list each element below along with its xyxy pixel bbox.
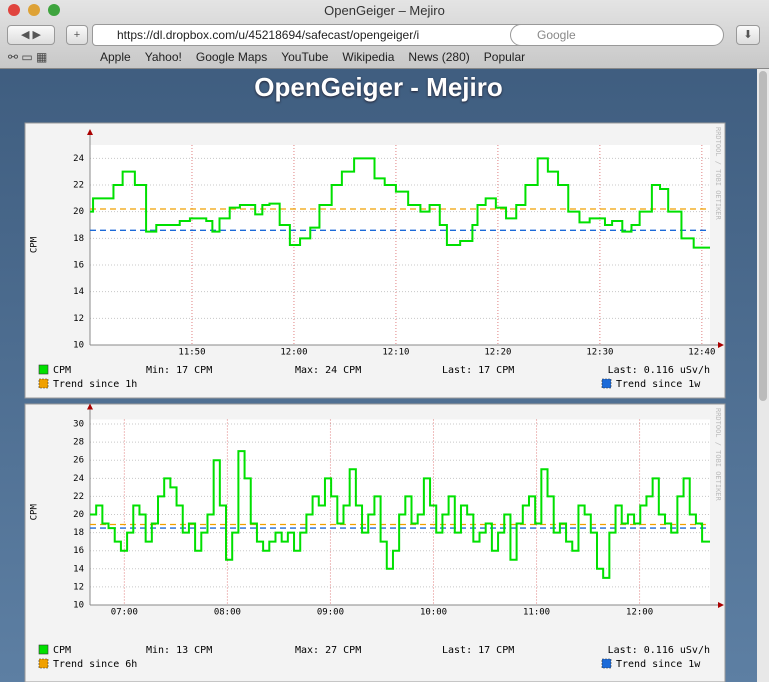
legend-swatch	[601, 658, 612, 669]
stat-min: Min: 17 CPM	[146, 365, 212, 376]
y-tick-label: 10	[73, 341, 84, 351]
stat-max: Max: 27 CPM	[295, 645, 361, 656]
y-tick-label: 22	[73, 181, 84, 191]
downloads[interactable]: ⬇	[736, 25, 760, 45]
axis-arrow	[718, 342, 724, 348]
bookmark[interactable]: YouTube	[281, 50, 329, 64]
close-button[interactable]	[8, 4, 20, 16]
legend-swatch	[601, 378, 612, 389]
y-tick-label: 28	[73, 438, 84, 448]
bookmark[interactable]: News (280)	[408, 50, 470, 64]
data-line	[90, 450, 710, 579]
x-tick-label: 11:00	[523, 608, 550, 618]
data-line	[90, 157, 710, 249]
y-tick-label: 24	[73, 154, 84, 164]
y-tick-label: 18	[73, 234, 84, 244]
x-tick-label: 12:10	[382, 348, 409, 358]
page-heading: OpenGeiger - Mejiro	[254, 72, 503, 102]
y-tick-label: 20	[73, 510, 84, 520]
scrollbar[interactable]	[757, 69, 769, 682]
y-tick-label: 16	[73, 261, 84, 271]
x-tick-label: 12:00	[626, 608, 653, 618]
y-tick-label: 22	[73, 492, 84, 502]
bookmark[interactable]: Popular	[483, 50, 526, 64]
x-tick-label: 07:00	[111, 608, 138, 618]
x-tick-label: 10:00	[420, 608, 447, 618]
legend-label: Trend since 1w	[616, 659, 701, 670]
x-tick-label: 11:50	[178, 348, 205, 358]
back-forward[interactable]: ◀ ▶	[7, 25, 55, 45]
y-tick-label: 16	[73, 546, 84, 556]
stat-last: Last: 17 CPM	[442, 365, 514, 376]
search-placeholder: Google	[537, 28, 576, 42]
legend-label: CPM	[53, 365, 71, 376]
bookmark-icons: ⚯ ▭ ▦	[8, 50, 48, 64]
y-tick-label: 30	[73, 420, 84, 430]
bookmark[interactable]: Yahoo!	[144, 50, 182, 64]
stat-min: Min: 13 CPM	[146, 645, 212, 656]
plot-area	[90, 419, 710, 605]
legend-swatch	[38, 378, 49, 389]
url: https://dl.dropbox.com/u/45218694/safeca…	[117, 28, 420, 42]
plot-area	[90, 145, 710, 345]
x-tick-label: 12:20	[484, 348, 511, 358]
x-tick-label: 09:00	[317, 608, 344, 618]
stat-last: Last: 17 CPM	[442, 645, 514, 656]
x-tick-label: 12:40	[688, 348, 715, 358]
y-tick-label: 10	[73, 601, 84, 611]
legend-label: Trend since 1h	[53, 379, 137, 390]
legend-swatch	[38, 644, 49, 655]
x-tick-label: 12:30	[586, 348, 613, 358]
y-tick-label: 26	[73, 456, 84, 466]
watermark: RRDTOOL / TOBI OETIKER	[714, 408, 722, 502]
y-tick-label: 12	[73, 582, 84, 592]
bookmark[interactable]: Wikipedia	[342, 50, 395, 64]
stat-max: Max: 24 CPM	[295, 365, 361, 376]
y-tick-label: 14	[73, 287, 84, 297]
url-field[interactable]: https://dl.dropbox.com/u/45218694/safeca…	[92, 24, 526, 46]
add-bookmark[interactable]: +	[66, 25, 88, 45]
legend-swatch	[38, 658, 49, 669]
legend-label: Trend since 1w	[616, 379, 701, 390]
search-field[interactable]: Google	[510, 24, 724, 46]
axis-arrow	[718, 602, 724, 608]
y-tick-label: 12	[73, 314, 84, 324]
window-title: OpenGeiger – Mejiro	[324, 3, 445, 18]
stat-last-dose: Last: 0.116 uSv/h	[608, 365, 710, 376]
bookmark[interactable]: Google Maps	[195, 50, 268, 64]
y-tick-label: 14	[73, 564, 84, 574]
minimize-button[interactable]	[28, 4, 40, 16]
bookmark[interactable]: Apple	[100, 50, 131, 64]
zoom-button[interactable]	[48, 4, 60, 16]
y-tick-label: 24	[73, 474, 84, 484]
y-axis-label: CPM	[30, 236, 40, 253]
y-tick-label: 20	[73, 207, 84, 217]
legend-swatch	[38, 364, 49, 375]
x-tick-label: 12:00	[280, 348, 307, 358]
watermark: RRDTOOL / TOBI OETIKER	[714, 127, 722, 221]
bookmarks-bar: Apple Yahoo! Google Maps YouTube Wikipedia Ne…	[100, 50, 539, 64]
y-axis-label: CPM	[30, 504, 40, 521]
legend-label: Trend since 6h	[53, 659, 137, 670]
axis-arrow	[87, 403, 93, 410]
stat-last-dose: Last: 0.116 uSv/h	[608, 645, 710, 656]
browser-chrome: OpenGeiger – Mejiro ◀ ▶ + https://dl.dro…	[0, 0, 769, 69]
x-tick-label: 08:00	[214, 608, 241, 618]
y-tick-label: 18	[73, 528, 84, 538]
axis-arrow	[87, 129, 93, 135]
legend-label: CPM	[53, 645, 71, 656]
